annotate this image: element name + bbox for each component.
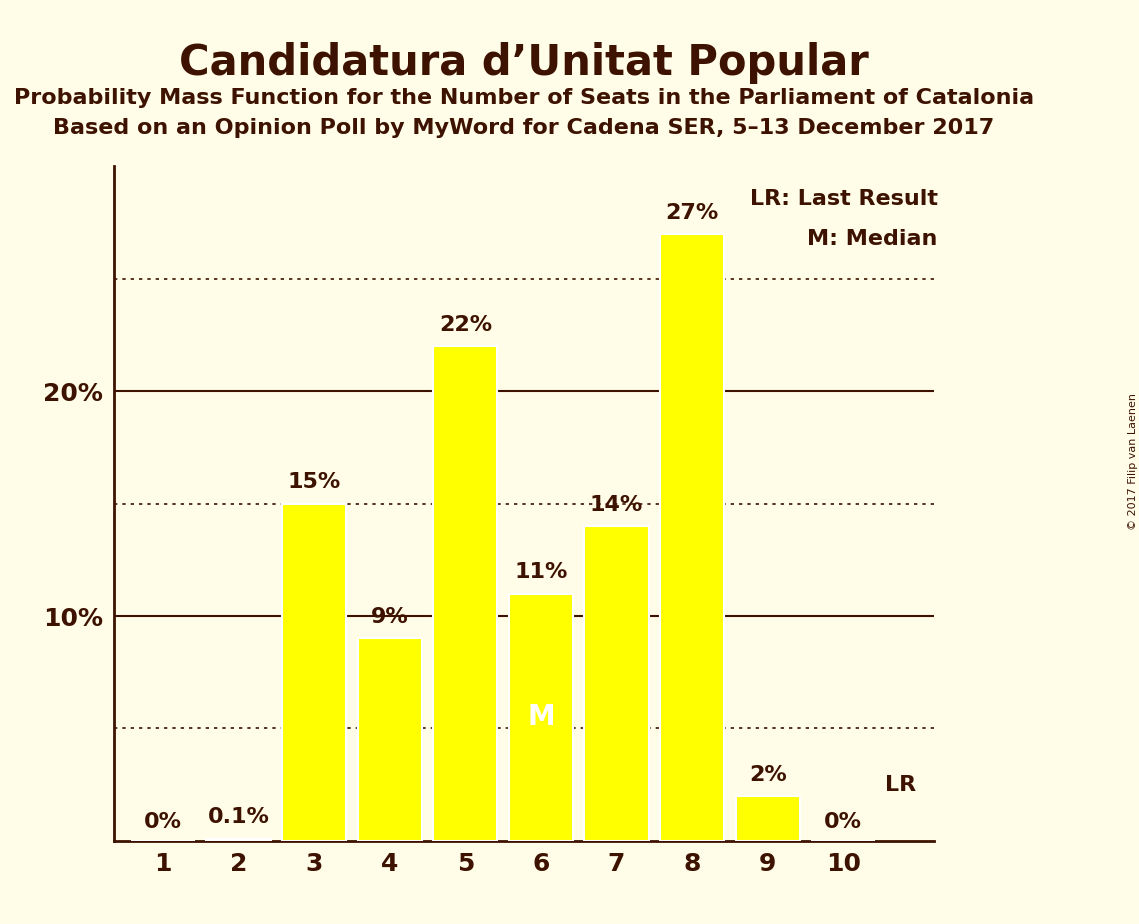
Bar: [509, 593, 573, 841]
Text: LR: Last Result: LR: Last Result: [749, 188, 937, 209]
Text: M: Median: M: Median: [808, 229, 937, 249]
Text: Probability Mass Function for the Number of Seats in the Parliament of Catalonia: Probability Mass Function for the Number…: [14, 88, 1034, 108]
Text: 2%: 2%: [748, 765, 787, 784]
Text: 15%: 15%: [287, 472, 341, 492]
Text: 11%: 11%: [515, 563, 567, 582]
Text: 0%: 0%: [825, 812, 862, 832]
Text: Candidatura d’Unitat Popular: Candidatura d’Unitat Popular: [179, 42, 869, 83]
Bar: [584, 526, 648, 841]
Text: 0.1%: 0.1%: [207, 808, 270, 827]
Text: LR: LR: [885, 774, 916, 795]
Bar: [358, 638, 421, 841]
Text: 9%: 9%: [371, 607, 409, 627]
Bar: [206, 839, 271, 841]
Text: 0%: 0%: [144, 812, 182, 832]
Text: 14%: 14%: [590, 495, 644, 515]
Text: © 2017 Filip van Laenen: © 2017 Filip van Laenen: [1129, 394, 1138, 530]
Bar: [659, 234, 724, 841]
Text: M: M: [527, 703, 555, 731]
Bar: [433, 346, 498, 841]
Bar: [282, 504, 346, 841]
Text: 27%: 27%: [665, 202, 719, 223]
Text: 22%: 22%: [439, 315, 492, 335]
Bar: [736, 796, 800, 841]
Text: Based on an Opinion Poll by MyWord for Cadena SER, 5–13 December 2017: Based on an Opinion Poll by MyWord for C…: [54, 118, 994, 139]
